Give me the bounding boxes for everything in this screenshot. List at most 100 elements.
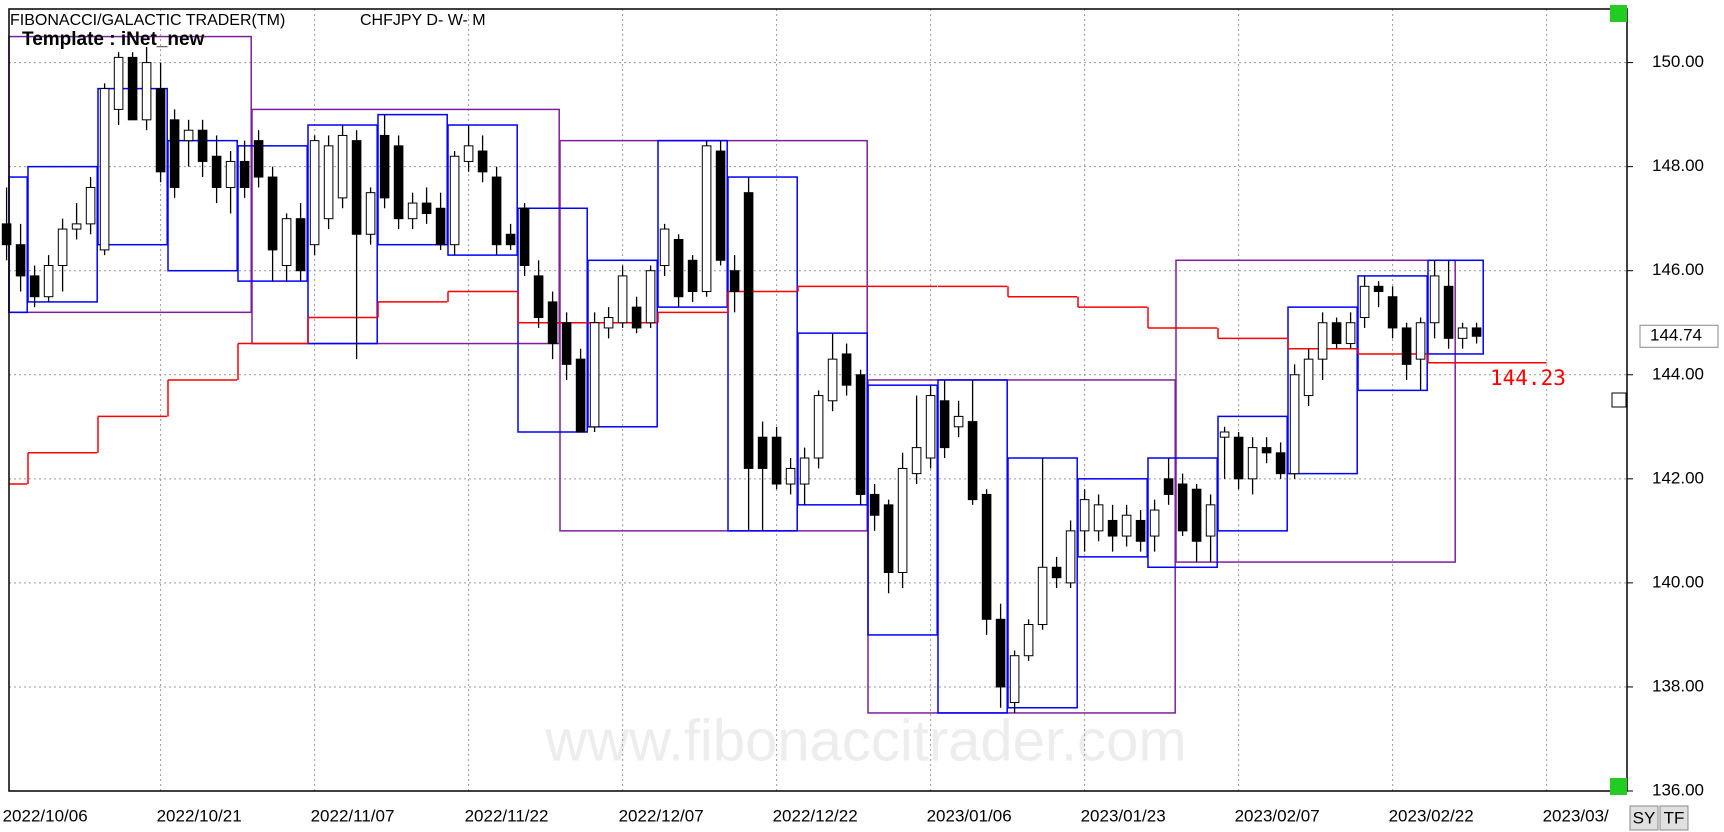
candle-body: [785, 467, 796, 485]
candle-body: [1177, 483, 1188, 532]
candle-body: [1261, 447, 1272, 454]
monthly-range: [251, 108, 560, 345]
y-tick-label: 136.00: [1652, 780, 1704, 799]
x-tick-label: 2022/11/22: [465, 806, 549, 825]
candle-body: [1065, 530, 1076, 584]
candle-body: [981, 493, 992, 620]
candle-body: [379, 134, 390, 199]
candle-body: [757, 436, 768, 469]
candle-body: [841, 353, 852, 386]
candle-body: [43, 265, 54, 298]
candle-body: [939, 400, 950, 449]
candle-body: [1303, 358, 1314, 397]
candle-body: [1135, 519, 1146, 542]
button[interactable]: [1629, 805, 1659, 831]
weekly-range: [447, 124, 518, 256]
button-label[interactable]: TF: [1664, 808, 1685, 827]
candle-body: [1051, 566, 1062, 579]
candle-body: [1443, 285, 1454, 339]
candle-body: [589, 322, 600, 428]
candle-body: [701, 145, 712, 293]
candle-body: [575, 358, 586, 433]
x-tick-label: 2022/12/07: [619, 806, 704, 825]
candle-body: [1457, 327, 1468, 339]
y-tick-label: 138.00: [1652, 676, 1704, 695]
candle-body: [715, 150, 726, 261]
candle-body: [323, 145, 334, 220]
candle-body: [337, 134, 348, 199]
candle-body: [1415, 322, 1426, 360]
candle-body: [197, 129, 208, 162]
candle-body: [1387, 296, 1398, 329]
candle-body: [393, 145, 404, 220]
button[interactable]: [1659, 805, 1689, 831]
candle-body: [533, 275, 544, 319]
weekly-range: [657, 139, 728, 308]
candle-body: [1093, 504, 1104, 532]
candle-body: [295, 218, 306, 272]
corner-marker: [1610, 778, 1627, 795]
candle-body: [995, 618, 1006, 688]
candle-body: [659, 228, 670, 267]
candle-body: [239, 160, 250, 188]
candle-body: [855, 374, 866, 495]
candle-body: [155, 88, 166, 173]
candle-body: [883, 504, 894, 573]
candle-body: [183, 129, 194, 142]
candle-body: [1471, 327, 1482, 337]
candle-body: [547, 301, 558, 345]
candle-body: [85, 186, 96, 225]
candle-body: [617, 275, 628, 324]
y-tick-label: 150.00: [1652, 52, 1704, 71]
candle-body: [1009, 655, 1020, 704]
candle-body: [1037, 566, 1048, 626]
candle-body: [421, 202, 432, 214]
candle-body: [1345, 322, 1356, 345]
weekly-range: [27, 165, 98, 303]
button-label[interactable]: SY: [1633, 808, 1656, 827]
candle-body: [1331, 322, 1342, 345]
x-tick-label: 2022/12/22: [773, 806, 858, 825]
candle-body: [687, 259, 698, 293]
last-price-label: 144.74: [1650, 326, 1702, 345]
candle-body: [813, 395, 824, 459]
candle-body: [505, 233, 516, 246]
candle-body: [519, 207, 530, 267]
candle-body: [407, 202, 418, 220]
watermark: www.fibonaccitrader.com: [544, 708, 1186, 773]
candle-body: [1107, 519, 1118, 537]
candle-body: [603, 317, 614, 329]
scale-icon[interactable]: [1611, 392, 1627, 408]
candle-body: [771, 436, 782, 485]
candle-body: [897, 467, 908, 573]
candle-body: [561, 322, 572, 365]
x-tick-label: 2023/02/22: [1389, 806, 1474, 825]
candle-body: [477, 150, 488, 173]
candle-body: [729, 270, 740, 293]
weekly-range: [1077, 478, 1148, 558]
candle-body: [743, 192, 754, 469]
candle-body: [211, 155, 222, 188]
weekly-range: [1217, 415, 1288, 532]
candle-body: [799, 457, 810, 485]
candle-body: [827, 358, 838, 402]
candle-body: [953, 415, 964, 428]
candle-body: [309, 140, 320, 246]
candle-body: [645, 270, 656, 324]
chart-title: FIBONACCI/GALACTIC TRADER(TM): [10, 12, 285, 29]
candle-body: [1401, 327, 1412, 365]
candle-body: [267, 176, 278, 251]
candle-body: [1121, 514, 1132, 537]
candle-body: [1289, 374, 1300, 475]
candle-body: [99, 88, 110, 251]
candle-body: [1275, 452, 1286, 475]
candle-body: [281, 218, 292, 267]
candle-body: [1359, 285, 1370, 319]
candle-body: [1, 223, 12, 246]
candle-body: [449, 155, 460, 246]
candle-body: [491, 176, 502, 246]
x-tick-label: 2023/01/23: [1081, 806, 1166, 825]
x-tick-label: 2023/03/: [1543, 806, 1609, 825]
candle-body: [1079, 499, 1090, 532]
